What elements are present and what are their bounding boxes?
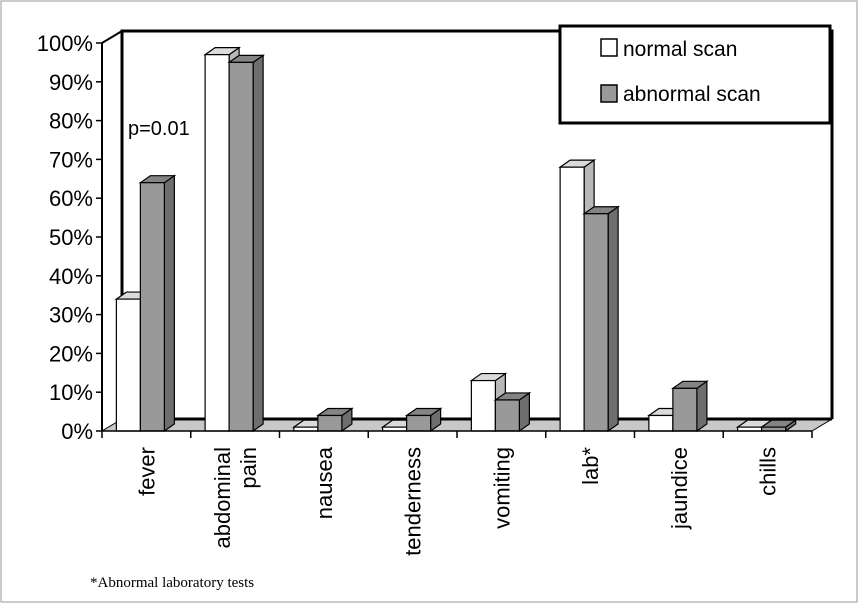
x-tick-label-line: vomiting — [489, 447, 514, 529]
bar-front — [470, 379, 496, 432]
legend-swatch-abnormal — [600, 84, 618, 103]
y-tick-label: 0% — [61, 419, 93, 444]
bar-side — [696, 380, 708, 433]
bar-front — [228, 61, 254, 432]
x-tick-label-2: nausea — [312, 446, 337, 519]
bar-abnormal-2 — [315, 407, 354, 433]
footnote: *Abnormal laboratory tests — [90, 575, 254, 591]
bar-normal-1 — [203, 46, 242, 433]
bar-abnormal-4 — [493, 391, 532, 433]
x-tick-label-line: abdominal — [210, 447, 235, 549]
bar-abnormal-3 — [404, 407, 443, 433]
bar-front — [204, 54, 230, 432]
bar-front — [139, 182, 165, 432]
y-tick-label: 50% — [49, 225, 93, 250]
bar-front — [583, 213, 609, 432]
bar-front — [672, 387, 698, 432]
legend-label-abnormal: abnormal scan — [623, 83, 761, 106]
legend-swatch-normal — [600, 38, 618, 57]
y-tick-label: 10% — [49, 380, 93, 405]
x-tick-label-line: jaundice — [667, 447, 692, 530]
bar-side — [252, 54, 264, 433]
bar-abnormal-0 — [138, 174, 177, 433]
bar-abnormal-5 — [582, 205, 621, 433]
x-tick-label-4: vomiting — [489, 447, 514, 529]
y-tick-label: 40% — [49, 264, 93, 289]
y-tick-label: 100% — [37, 31, 93, 56]
x-tick-label-line: fever — [134, 447, 159, 496]
bar-front — [494, 399, 520, 432]
x-tick-label-1: abdominalpain — [210, 447, 261, 549]
bar-front — [648, 414, 674, 432]
legend: normal scan abnormal scan — [558, 24, 832, 125]
x-tick-label-line: pain — [236, 447, 261, 489]
chart-side-top-edge — [101, 30, 123, 44]
y-tick-label: 70% — [49, 147, 93, 172]
x-tick-label-5: lab* — [578, 447, 603, 485]
y-tick-label: 60% — [49, 186, 93, 211]
bar-abnormal-1 — [227, 54, 266, 433]
y-tick-label: 90% — [49, 70, 93, 95]
x-tick-label-7: chills — [756, 447, 781, 496]
x-tick-label-0: fever — [134, 447, 159, 496]
bar-front — [317, 414, 343, 432]
bar-side — [163, 174, 175, 433]
chart-back-wall — [120, 29, 834, 419]
annotation-p-value: p=0.01 — [128, 118, 190, 140]
x-tick-label-line: chills — [756, 447, 781, 496]
bar-abnormal-7 — [759, 418, 798, 433]
legend-label-normal: normal scan — [623, 38, 737, 61]
x-tick-label-line: lab* — [578, 447, 603, 485]
bar-front — [115, 298, 141, 432]
y-tick-label: 30% — [49, 303, 93, 328]
bar-side — [607, 205, 619, 433]
x-tick-label-6: jaundice — [667, 447, 692, 530]
bar-front — [559, 166, 585, 432]
y-tick-label: 80% — [49, 109, 93, 134]
bar-front — [406, 414, 432, 432]
x-tick-label-line: nausea — [312, 446, 337, 519]
y-tick-label: 20% — [49, 341, 93, 366]
x-tick-label-line: tenderness — [401, 447, 426, 556]
x-tick-label-3: tenderness — [401, 447, 426, 556]
bar-abnormal-6 — [670, 380, 709, 433]
